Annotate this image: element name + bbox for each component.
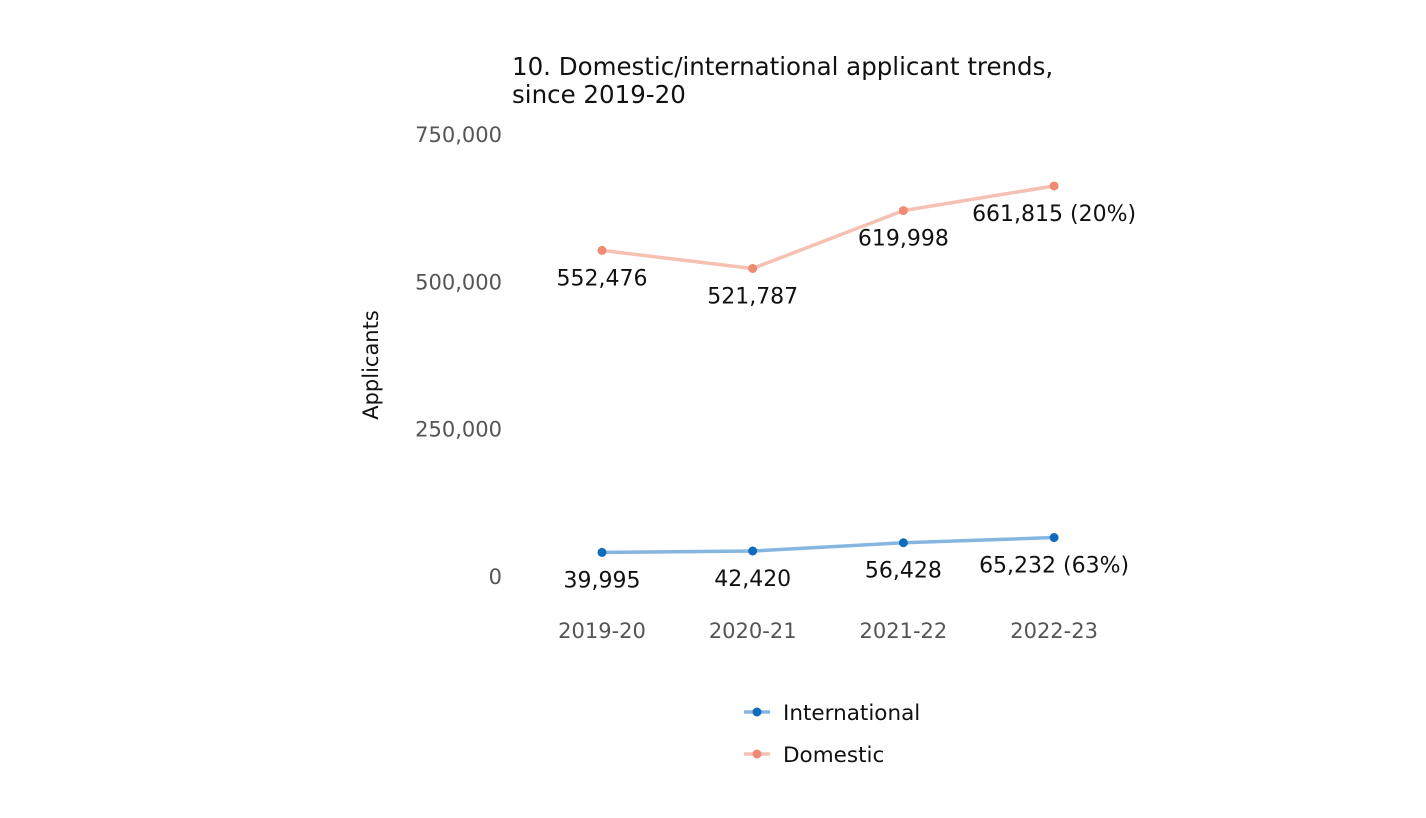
data-label: 65,232 (63%) bbox=[979, 554, 1129, 579]
chart-title-line-1: 10. Domestic/international applicant tre… bbox=[512, 52, 1053, 81]
data-label: 56,428 bbox=[865, 559, 942, 584]
x-tick-label: 2022-23 bbox=[1010, 619, 1098, 643]
y-tick-label: 250,000 bbox=[415, 418, 502, 442]
legend-item-international: International bbox=[744, 701, 920, 726]
data-point bbox=[1049, 181, 1059, 191]
y-axis-label: Applicants bbox=[359, 310, 383, 420]
series-line bbox=[600, 184, 1056, 271]
data-label: 661,815 (20%) bbox=[972, 202, 1136, 227]
series-international: 39,995 42,420 56,428 65,232 (63%) bbox=[564, 533, 1129, 593]
data-label: 521,787 bbox=[707, 284, 798, 309]
legend-label: International bbox=[783, 701, 920, 726]
legend-marker bbox=[752, 707, 762, 717]
series-line bbox=[600, 535, 1056, 555]
x-tick-label: 2021-22 bbox=[860, 619, 948, 643]
y-tick-label: 750,000 bbox=[415, 123, 502, 147]
x-tick-label: 2020-21 bbox=[709, 619, 797, 643]
data-point bbox=[597, 245, 607, 255]
data-point bbox=[1049, 533, 1059, 543]
data-point bbox=[898, 538, 908, 548]
y-axis-ticks: 0 250,000 500,000 750,000 bbox=[415, 123, 502, 589]
legend-label: Domestic bbox=[783, 743, 884, 768]
data-label: 42,420 bbox=[714, 567, 791, 592]
data-label: 39,995 bbox=[564, 568, 641, 593]
legend: International Domestic bbox=[744, 701, 920, 768]
data-point bbox=[748, 263, 758, 273]
data-point bbox=[597, 547, 607, 557]
y-tick-label: 0 bbox=[489, 565, 502, 589]
data-label: 552,476 bbox=[557, 266, 648, 291]
series-layer: 39,995 42,420 56,428 65,232 (63%) 552,476 521… bbox=[557, 181, 1136, 593]
data-point bbox=[898, 206, 908, 216]
series-domestic: 552,476 521,787 619,998 661,815 (20%) bbox=[557, 181, 1136, 309]
x-tick-label: 2019-20 bbox=[558, 619, 646, 643]
legend-item-domestic: Domestic bbox=[744, 743, 884, 768]
y-tick-label: 500,000 bbox=[415, 270, 502, 294]
x-axis-ticks: 2019-20 2020-21 2021-22 2022-23 bbox=[558, 619, 1098, 643]
data-label: 619,998 bbox=[858, 227, 949, 252]
legend-marker bbox=[752, 749, 762, 759]
chart-title-line-2: since 2019-20 bbox=[512, 80, 686, 109]
chart-title: 10. Domestic/international applicant tre… bbox=[512, 52, 1053, 109]
data-point bbox=[748, 546, 758, 556]
